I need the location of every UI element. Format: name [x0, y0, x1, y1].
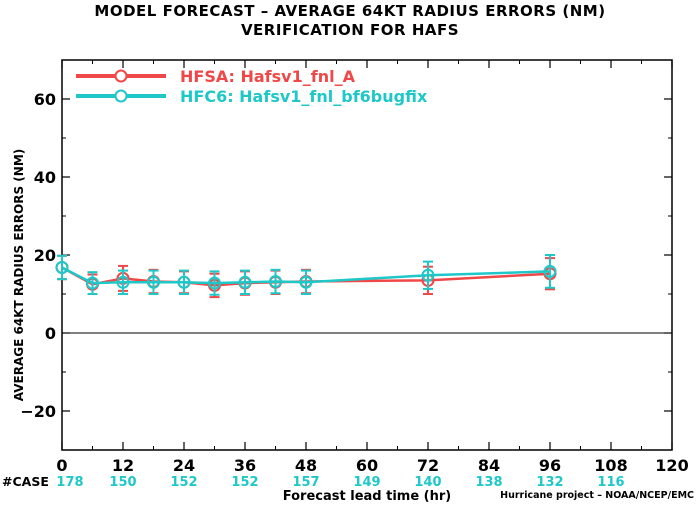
case-count: 178 — [56, 475, 83, 490]
y-tick-label: −20 — [20, 402, 56, 421]
x-tick-label: 12 — [112, 456, 134, 475]
legend-label: HFC6: Hafsv1_fnl_bf6bugfix — [180, 87, 428, 106]
legend-label: HFSA: Hafsv1_fnl_A — [180, 67, 356, 86]
case-count-label: #CASE — [2, 474, 49, 489]
x-tick-label: 36 — [234, 456, 256, 475]
legend-marker — [114, 89, 128, 103]
data-point — [543, 264, 557, 278]
y-axis-title: AVERAGE 64KT RADIUS ERRORS (NM) — [12, 149, 26, 401]
x-tick-label: 96 — [539, 456, 561, 475]
x-tick-label: 108 — [594, 456, 627, 475]
chart-subtitle: VERIFICATION FOR HAFS — [240, 21, 460, 39]
x-tick-label: 24 — [173, 456, 195, 475]
data-point — [177, 275, 191, 289]
data-point — [208, 276, 221, 290]
legend-marker — [114, 69, 128, 83]
chart-title: MODEL FORECAST – AVERAGE 64KT RADIUS ERR… — [94, 2, 606, 20]
case-count: 140 — [414, 475, 441, 490]
case-count: 152 — [231, 475, 258, 490]
y-tick-label: 40 — [34, 168, 56, 187]
x-axis-title: Forecast lead time (hr) — [283, 489, 451, 504]
data-point — [116, 275, 130, 289]
data-point — [86, 276, 99, 290]
x-tick-label: 72 — [417, 456, 439, 475]
y-tick-label: 60 — [34, 90, 56, 109]
x-tick-label: 120 — [655, 456, 688, 475]
credit-text: Hurricane project – NOAA/NCEP/EMC — [500, 490, 694, 501]
x-tick-label: 60 — [356, 456, 378, 475]
data-point — [299, 275, 313, 289]
data-point — [238, 275, 252, 289]
case-count: 132 — [536, 475, 563, 490]
case-count: 152 — [170, 475, 197, 490]
x-tick-label: 48 — [295, 456, 317, 475]
case-count: 138 — [475, 475, 502, 490]
data-point — [55, 260, 69, 274]
x-tick-label: 0 — [56, 456, 67, 475]
case-count: 157 — [292, 475, 319, 490]
case-count: 150 — [109, 475, 136, 490]
data-point — [421, 268, 435, 282]
data-point — [269, 275, 282, 289]
case-count: 116 — [597, 475, 624, 490]
case-count: 149 — [353, 475, 380, 490]
x-tick-label: 84 — [478, 456, 500, 475]
y-tick-label: 20 — [34, 246, 56, 265]
plot-frame — [61, 59, 673, 451]
data-point — [147, 275, 160, 289]
y-tick-label: 0 — [45, 324, 56, 343]
